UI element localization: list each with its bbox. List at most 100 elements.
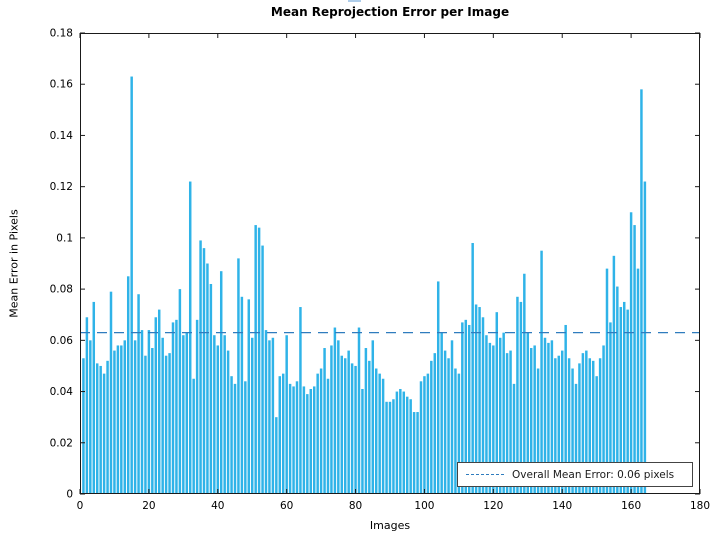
window-edge-artifact: [348, 0, 361, 2]
bar: [378, 373, 381, 494]
x-tick-label: 120: [483, 500, 503, 512]
bar: [416, 412, 419, 494]
bar: [195, 319, 199, 494]
bar: [319, 368, 323, 494]
bar: [488, 342, 492, 494]
bar: [350, 363, 354, 494]
bar: [440, 332, 443, 494]
y-tick-label: 0.16: [50, 79, 74, 91]
y-tick-label: 0.1: [56, 232, 73, 244]
bar: [381, 378, 385, 494]
bar: [295, 381, 299, 494]
y-tick-label: 0.02: [50, 437, 73, 449]
bar: [281, 373, 285, 494]
bar: [292, 386, 295, 494]
bar: [247, 299, 251, 494]
bar: [602, 345, 605, 494]
bar: [502, 332, 505, 494]
bar: [95, 363, 99, 494]
bar: [609, 322, 612, 494]
axes-box: [80, 33, 700, 494]
bar: [543, 337, 547, 494]
bar: [478, 307, 481, 494]
bar: [547, 342, 550, 494]
bar: [116, 345, 120, 494]
y-tick-label: 0.08: [50, 284, 73, 296]
bar: [512, 383, 516, 494]
bar: [454, 368, 457, 494]
bar: [144, 355, 147, 494]
bar: [233, 383, 237, 494]
bar: [199, 240, 202, 494]
bar: [192, 378, 195, 494]
bar: [633, 225, 636, 494]
bar: [257, 227, 261, 494]
bar: [550, 340, 554, 494]
bar: [343, 358, 347, 494]
chart-title: Mean Reprojection Error per Image: [270, 5, 510, 19]
bar: [209, 283, 213, 494]
bar: [102, 373, 106, 494]
bar: [585, 350, 588, 494]
bar: [629, 212, 633, 494]
bar: [591, 360, 595, 494]
x-tick-label: 100: [414, 500, 434, 512]
bar: [237, 258, 240, 494]
bar: [498, 337, 502, 494]
bar: [523, 273, 526, 494]
bar: [202, 248, 206, 494]
bar: [447, 358, 450, 494]
bar: [526, 332, 530, 494]
bar: [337, 340, 340, 494]
bar: [164, 355, 168, 494]
bar: [130, 76, 133, 494]
bar: [299, 307, 302, 494]
bar: [461, 322, 464, 494]
bar: [309, 388, 313, 494]
bar: [151, 348, 154, 494]
bar: [185, 332, 189, 494]
bar: [226, 350, 230, 494]
bar: [178, 289, 182, 494]
bar: [250, 337, 254, 494]
bar: [392, 399, 395, 494]
bar: [357, 327, 361, 494]
bar: [436, 281, 440, 494]
bar: [316, 373, 319, 494]
bar: [285, 335, 288, 494]
bar: [409, 399, 412, 494]
bar: [223, 335, 226, 494]
bar: [326, 378, 330, 494]
bar: [368, 360, 371, 494]
bar: [161, 337, 164, 494]
bar: [268, 340, 271, 494]
bar: [595, 376, 598, 494]
bar: [312, 386, 316, 494]
bar: [560, 350, 564, 494]
bar: [123, 340, 127, 494]
bar: [254, 225, 257, 494]
bar: [574, 383, 578, 494]
bar: [302, 386, 306, 494]
bar: [109, 291, 113, 494]
bar: [598, 358, 602, 494]
bar: [275, 417, 278, 494]
bar: [264, 330, 268, 494]
bar: [347, 350, 350, 494]
bar: [529, 348, 533, 494]
bar: [385, 401, 388, 494]
bar: [571, 368, 574, 494]
bar: [168, 353, 171, 494]
bar: [140, 330, 144, 494]
bar: [230, 376, 233, 494]
bar: [171, 322, 175, 494]
bar: [605, 268, 609, 494]
bar: [419, 381, 423, 494]
bar: [412, 412, 416, 494]
y-tick-label: 0.06: [50, 335, 74, 347]
bar: [120, 345, 123, 494]
bar: [467, 324, 471, 494]
x-tick-label: 140: [552, 500, 572, 512]
bar: [474, 304, 478, 494]
